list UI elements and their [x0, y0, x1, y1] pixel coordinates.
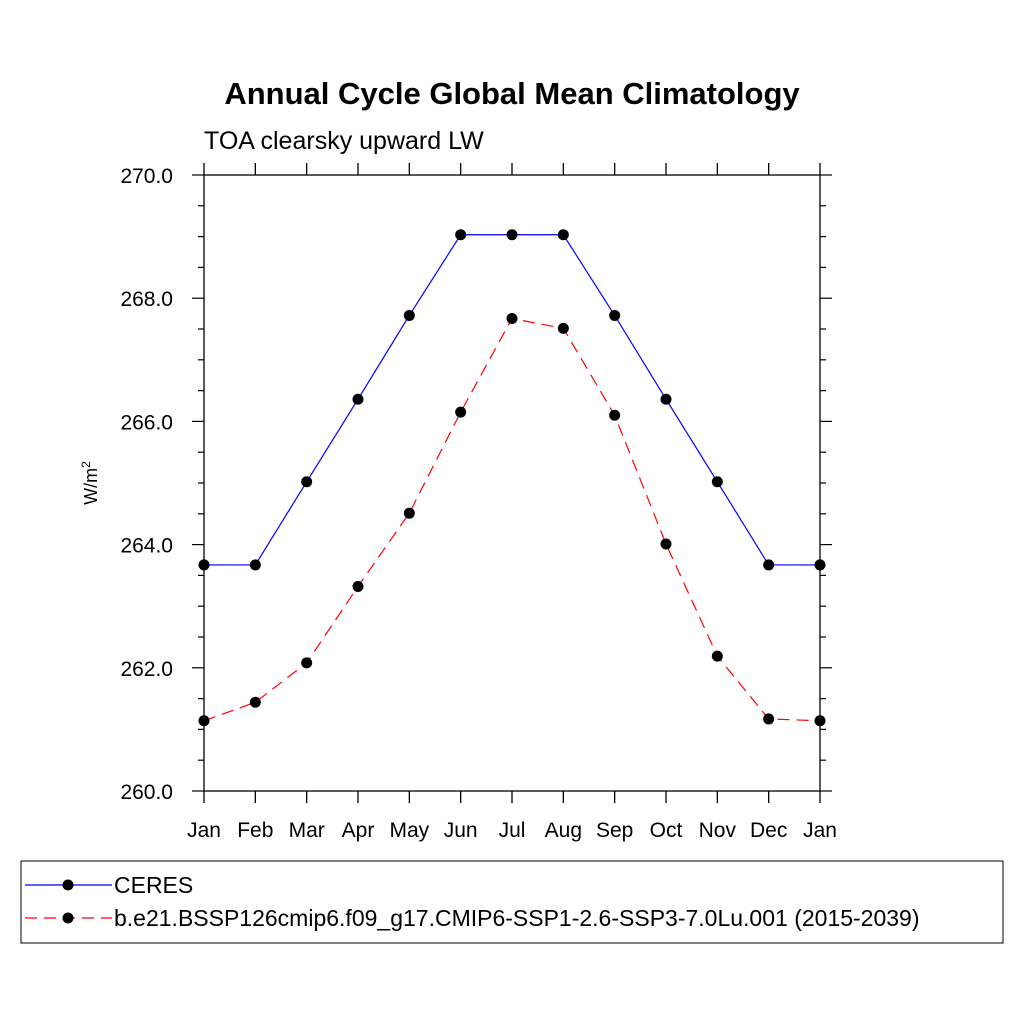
x-tick-label: Feb [237, 819, 273, 842]
series-layer [198, 229, 826, 727]
y-tick-label: 268.0 [120, 288, 173, 311]
series-2-point [249, 696, 261, 708]
legend: CERES b.e21.BSSP126cmip6.f09_g17.CMIP6-SS… [25, 872, 920, 931]
legend-marker-1 [62, 879, 74, 891]
y-tick-label: 270.0 [120, 165, 173, 188]
series-2-point [506, 313, 518, 325]
series-1-point [711, 476, 723, 488]
axis-ticks [192, 163, 832, 803]
x-tick-label: Mar [289, 819, 325, 842]
chart-title: Annual Cycle Global Mean Climatology [224, 76, 800, 111]
x-tick-label: Jun [444, 819, 478, 842]
x-tick-label: Apr [342, 819, 375, 842]
y-tick-label: 260.0 [120, 781, 173, 804]
x-tick-label: May [389, 819, 429, 842]
plot-frame [203, 174, 821, 792]
x-tick-label: Jan [803, 819, 837, 842]
series-1-point [455, 229, 467, 241]
chart-subtitle: TOA clearsky upward LW [204, 127, 484, 155]
series-line-2 [203, 317, 821, 722]
series-2-point [557, 322, 569, 334]
y-tick-labels: 260.0 262.0 264.0 266.0 268.0 270.0 [120, 165, 173, 804]
series-1-point [660, 393, 672, 405]
series-2-point [711, 650, 723, 662]
x-tick-label: Sep [596, 819, 633, 842]
x-tick-label: Aug [545, 819, 582, 842]
series-1-point [506, 229, 518, 241]
legend-marker-2 [62, 912, 74, 924]
y-axis-label: W/m2 [79, 461, 101, 505]
x-tick-label: Jul [499, 819, 526, 842]
series-1-point [403, 309, 415, 321]
x-tick-label: Oct [650, 819, 683, 842]
legend-label-2: b.e21.BSSP126cmip6.f09_g17.CMIP6-SSP1-2.… [114, 905, 920, 931]
svg-text:W/m2: W/m2 [79, 461, 101, 505]
x-tick-labels: Jan Feb Mar Apr May Jun Jul Aug Sep Oct Nov Dec Jan [187, 819, 837, 842]
series-2-point [814, 715, 826, 727]
series-1-point [198, 559, 210, 571]
y-axis-label-sup: 2 [79, 461, 93, 468]
legend-label-1: CERES [114, 872, 193, 898]
series-1-point [301, 476, 313, 488]
series-2-point [660, 538, 672, 550]
series-1-point [557, 229, 569, 241]
y-tick-label: 266.0 [120, 411, 173, 434]
legend-box [20, 860, 1004, 944]
x-tick-label: Nov [699, 819, 737, 842]
series-2-point [403, 507, 415, 519]
series-1-point [763, 559, 775, 571]
series-2-point [609, 409, 621, 421]
series-1-point [352, 393, 364, 405]
x-tick-label: Jan [187, 819, 221, 842]
series-1-point [814, 559, 826, 571]
series-2-point [455, 406, 467, 418]
y-tick-label: 262.0 [120, 658, 173, 681]
series-2-point [301, 657, 313, 669]
series-1-point [609, 309, 621, 321]
y-tick-label: 264.0 [120, 535, 173, 558]
series-2-point [763, 713, 775, 725]
series-1-point [249, 559, 261, 571]
x-tick-label: Dec [750, 819, 787, 842]
series-2-point [352, 580, 364, 592]
y-axis-label-base: W/m [81, 468, 101, 505]
series-line-1 [204, 234, 820, 566]
series-2-point [198, 715, 210, 727]
